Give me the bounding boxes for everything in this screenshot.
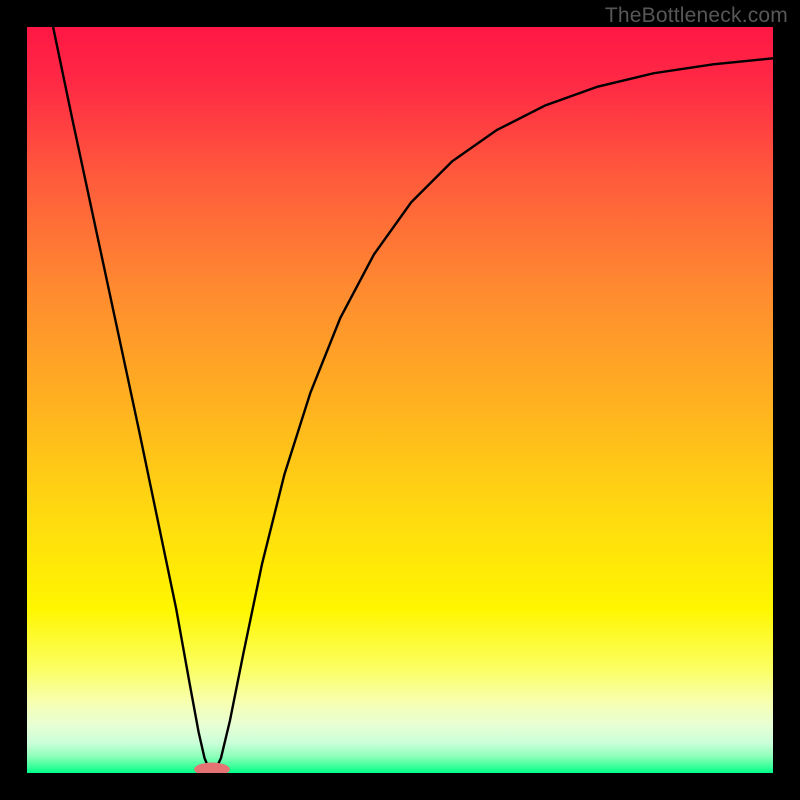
chart-container: TheBottleneck.com xyxy=(0,0,800,800)
minimum-marker xyxy=(194,763,230,773)
plot-area xyxy=(27,27,773,773)
watermark-text: TheBottleneck.com xyxy=(605,4,788,28)
bottleneck-curve xyxy=(53,27,773,771)
curve-layer xyxy=(27,27,773,773)
